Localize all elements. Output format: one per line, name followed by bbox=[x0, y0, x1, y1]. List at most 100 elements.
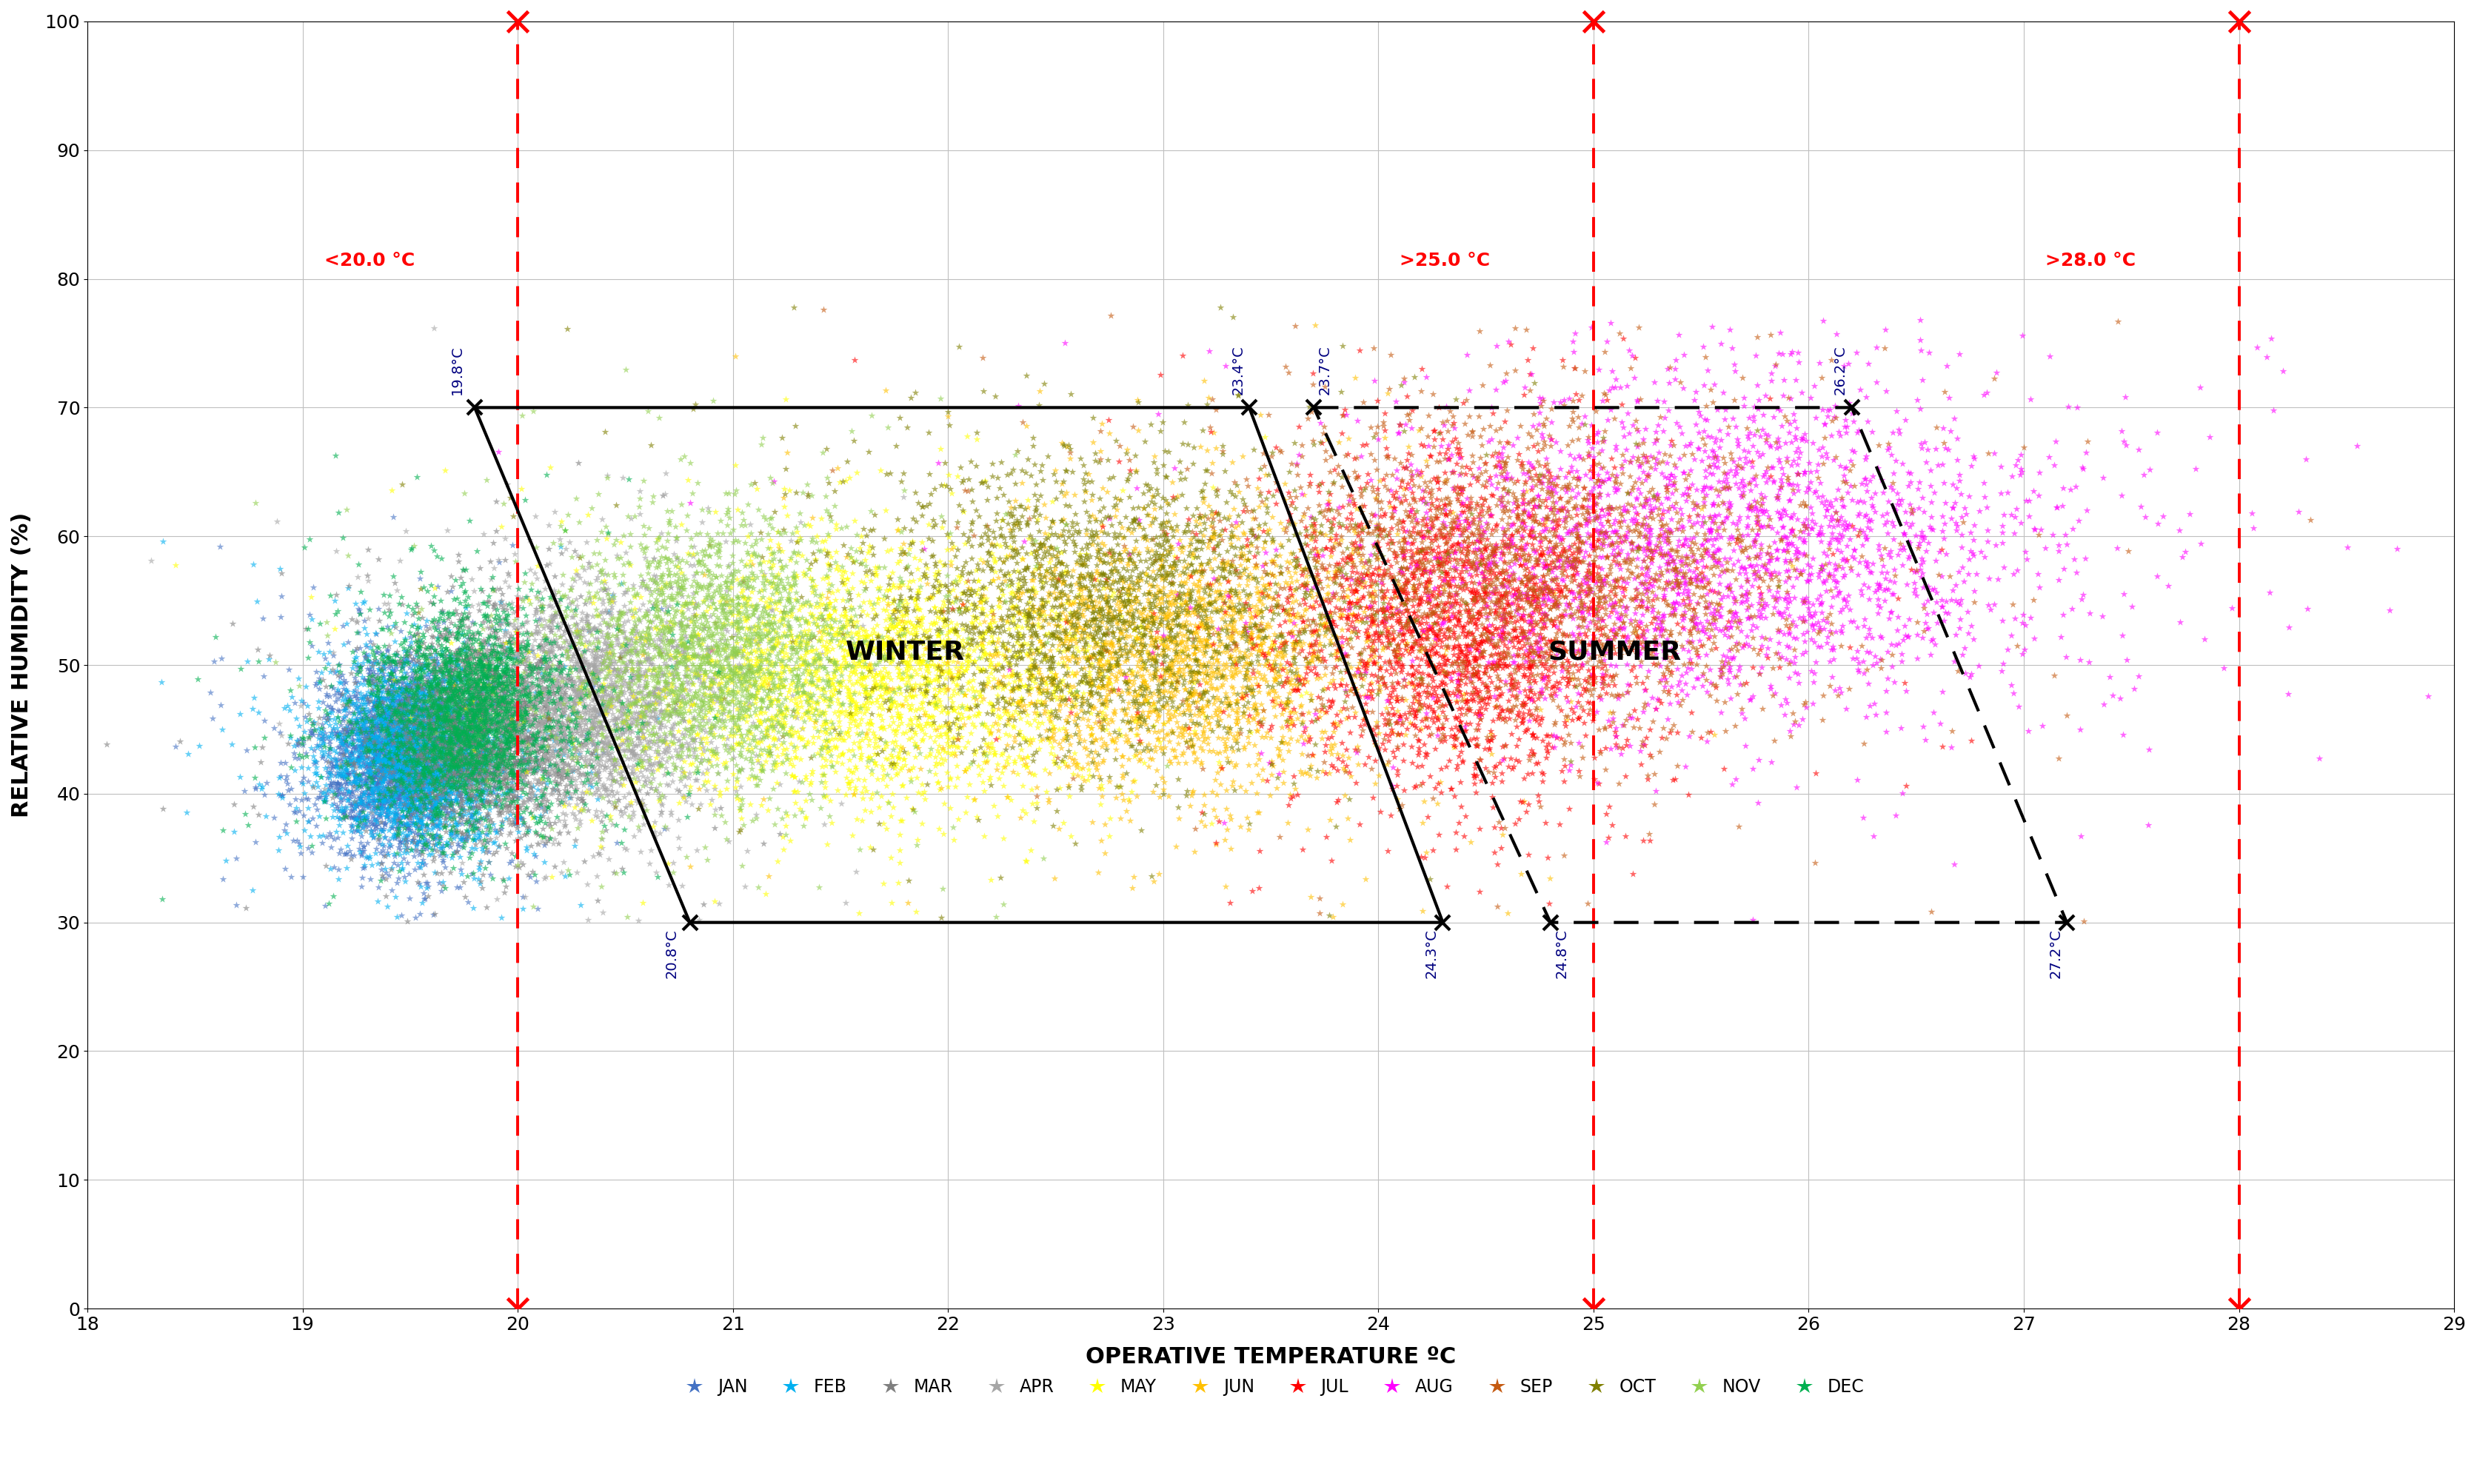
Point bbox=[1518, 583, 1558, 607]
Point bbox=[1937, 510, 1977, 534]
Point bbox=[542, 763, 582, 787]
Point bbox=[344, 787, 384, 810]
Point bbox=[780, 625, 820, 649]
Point bbox=[770, 600, 810, 623]
Point bbox=[1796, 459, 1835, 482]
Point bbox=[481, 816, 520, 840]
Point bbox=[832, 687, 872, 711]
Point bbox=[349, 785, 389, 809]
Point bbox=[639, 715, 679, 739]
Point bbox=[1216, 484, 1256, 508]
Point bbox=[399, 671, 438, 695]
Point bbox=[1736, 500, 1776, 524]
Point bbox=[1055, 643, 1095, 666]
Point bbox=[619, 494, 659, 518]
Point bbox=[954, 703, 993, 727]
Point bbox=[421, 703, 461, 727]
Point bbox=[1858, 335, 1897, 359]
Point bbox=[416, 776, 456, 800]
Point bbox=[1461, 542, 1501, 565]
Point bbox=[1102, 708, 1142, 732]
Point bbox=[493, 712, 533, 736]
Point bbox=[1565, 513, 1605, 537]
Point bbox=[525, 727, 565, 751]
Point bbox=[1357, 512, 1397, 536]
Point bbox=[671, 693, 711, 717]
Point bbox=[743, 585, 783, 608]
Point bbox=[1278, 576, 1318, 600]
Point bbox=[1513, 617, 1553, 641]
Point bbox=[399, 712, 438, 736]
Point bbox=[1238, 494, 1278, 518]
Point bbox=[1655, 539, 1694, 562]
Point bbox=[324, 803, 364, 827]
Point bbox=[1395, 775, 1434, 798]
Point bbox=[1375, 579, 1414, 603]
Point bbox=[493, 757, 533, 781]
Point bbox=[1452, 554, 1491, 577]
Point bbox=[1769, 622, 1808, 646]
Point bbox=[322, 755, 362, 779]
Point bbox=[602, 683, 642, 706]
Point bbox=[1992, 623, 2031, 647]
Point bbox=[406, 757, 446, 781]
Point bbox=[1040, 595, 1080, 619]
Point bbox=[349, 769, 389, 792]
Point bbox=[1167, 730, 1206, 754]
Point bbox=[1253, 530, 1293, 554]
Point bbox=[1593, 669, 1632, 693]
Point bbox=[545, 600, 585, 623]
Point bbox=[1585, 381, 1625, 405]
Point bbox=[367, 745, 406, 769]
Point bbox=[1464, 473, 1504, 497]
Point bbox=[1328, 684, 1367, 708]
Point bbox=[317, 582, 357, 605]
Point bbox=[567, 732, 607, 755]
Point bbox=[1818, 583, 1858, 607]
Point bbox=[711, 724, 751, 748]
Point bbox=[416, 784, 456, 807]
Point bbox=[1387, 638, 1427, 662]
Point bbox=[342, 720, 381, 743]
Point bbox=[481, 714, 520, 738]
Point bbox=[1447, 689, 1486, 712]
Point bbox=[577, 626, 617, 650]
Point bbox=[684, 589, 723, 613]
Point bbox=[624, 727, 664, 751]
Point bbox=[1226, 663, 1266, 687]
Point bbox=[775, 481, 815, 505]
Point bbox=[904, 723, 944, 746]
Point bbox=[545, 729, 585, 752]
Point bbox=[478, 647, 518, 671]
Point bbox=[1821, 600, 1860, 623]
Point bbox=[429, 699, 468, 723]
Point bbox=[689, 574, 728, 598]
Point bbox=[518, 745, 557, 769]
Point bbox=[414, 788, 453, 812]
Point bbox=[391, 776, 431, 800]
Point bbox=[1548, 433, 1588, 457]
Point bbox=[664, 632, 703, 656]
Point bbox=[2058, 396, 2098, 420]
Point bbox=[433, 843, 473, 867]
Point bbox=[456, 717, 495, 741]
Point bbox=[1414, 576, 1454, 600]
Point bbox=[1085, 521, 1125, 545]
Point bbox=[664, 568, 703, 592]
Point bbox=[1746, 556, 1786, 580]
Point bbox=[1303, 552, 1343, 576]
Point bbox=[441, 730, 481, 754]
Point bbox=[426, 678, 466, 702]
Point bbox=[448, 695, 488, 718]
Point bbox=[939, 493, 978, 516]
Point bbox=[907, 684, 946, 708]
Point bbox=[1546, 551, 1585, 574]
Point bbox=[1021, 460, 1060, 484]
Point bbox=[461, 757, 500, 781]
Point bbox=[1310, 537, 1350, 561]
Point bbox=[354, 748, 394, 772]
Point bbox=[1080, 700, 1120, 724]
Point bbox=[1256, 543, 1295, 567]
Point bbox=[837, 697, 877, 721]
Point bbox=[1387, 588, 1427, 611]
